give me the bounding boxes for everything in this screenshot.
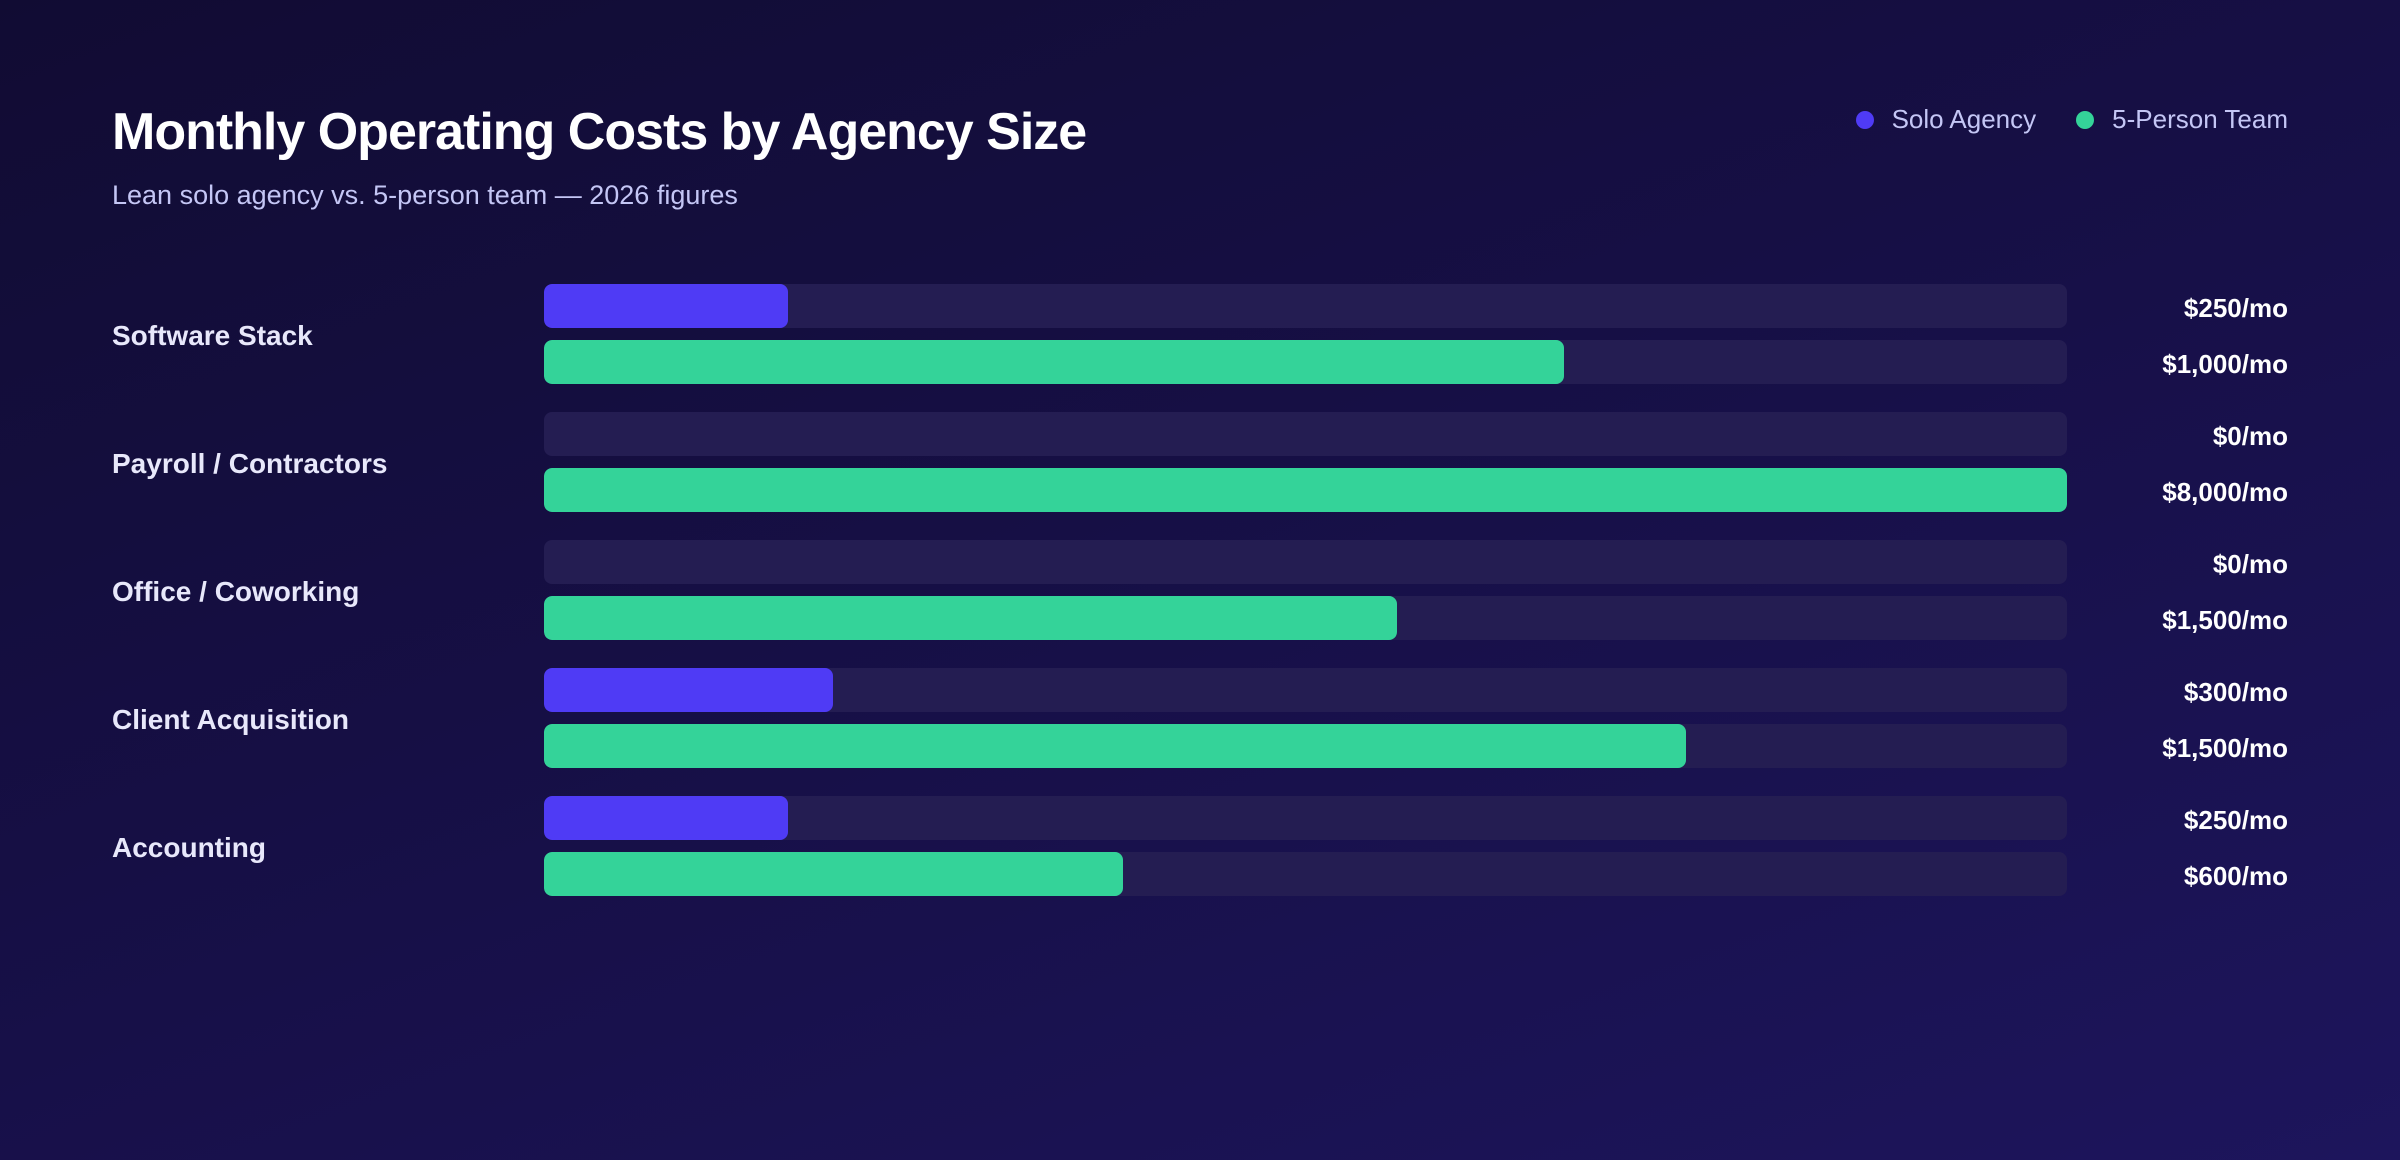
legend-dot-icon: [1855, 110, 1874, 129]
bar-team: [544, 724, 1687, 768]
bar-team: [544, 852, 1123, 896]
bar-team: [544, 340, 1565, 384]
category-label: Accounting: [112, 832, 266, 863]
value-label: $1,000/mo: [2162, 349, 2288, 379]
legend-label: Solo Agency: [1891, 104, 2037, 134]
category-group: Office / Coworking $0/mo $1,500/mo: [0, 540, 2400, 640]
chart-title: Monthly Operating Costs by Agency Size: [112, 103, 1087, 161]
bar-solo: [544, 796, 788, 840]
bar-track: [544, 668, 2067, 712]
bar-team: [544, 468, 2067, 512]
bar-track: [544, 284, 2067, 328]
legend-item-solo: Solo Agency: [1855, 104, 2037, 135]
value-label: $1,500/mo: [2162, 605, 2288, 635]
legend-item-team: 5-Person Team: [2076, 104, 2288, 135]
legend-label: 5-Person Team: [2112, 104, 2288, 134]
value-label: $250/mo: [2183, 293, 2288, 323]
value-label: $0/mo: [2212, 421, 2288, 451]
bar-track: [544, 596, 2067, 640]
category-label: Payroll / Contractors: [112, 448, 388, 479]
value-label: $0/mo: [2212, 549, 2288, 579]
category-group: Client Acquisition $300/mo $1,500/mo: [0, 668, 2400, 768]
bar-track: [544, 796, 2067, 840]
category-label: Client Acquisition: [112, 704, 349, 735]
chart-subtitle: Lean solo agency vs. 5-person team — 202…: [112, 180, 738, 210]
bar-solo: [544, 284, 788, 328]
bar-track: [544, 412, 2067, 456]
value-label: $8,000/mo: [2162, 477, 2288, 507]
value-label: $300/mo: [2183, 677, 2288, 707]
legend-dot-icon: [2076, 110, 2095, 129]
category-group: Software Stack $250/mo $1,000/mo: [0, 284, 2400, 384]
category-label: Office / Coworking: [112, 576, 360, 607]
bar-team: [544, 596, 1397, 640]
category-label: Software Stack: [112, 320, 313, 351]
legend: Solo Agency 5-Person Team: [1855, 104, 2288, 135]
bar-track: [544, 540, 2067, 584]
bar-solo: [544, 668, 834, 712]
category-group: Accounting $250/mo $600/mo: [0, 796, 2400, 896]
category-group: Payroll / Contractors $0/mo $8,000/mo: [0, 412, 2400, 512]
bar-track: [544, 468, 2067, 512]
value-label: $1,500/mo: [2162, 733, 2288, 763]
bar-track: [544, 852, 2067, 896]
value-label: $600/mo: [2183, 861, 2288, 891]
bar-track: [544, 724, 2067, 768]
bar-track: [544, 340, 2067, 384]
value-label: $250/mo: [2183, 805, 2288, 835]
